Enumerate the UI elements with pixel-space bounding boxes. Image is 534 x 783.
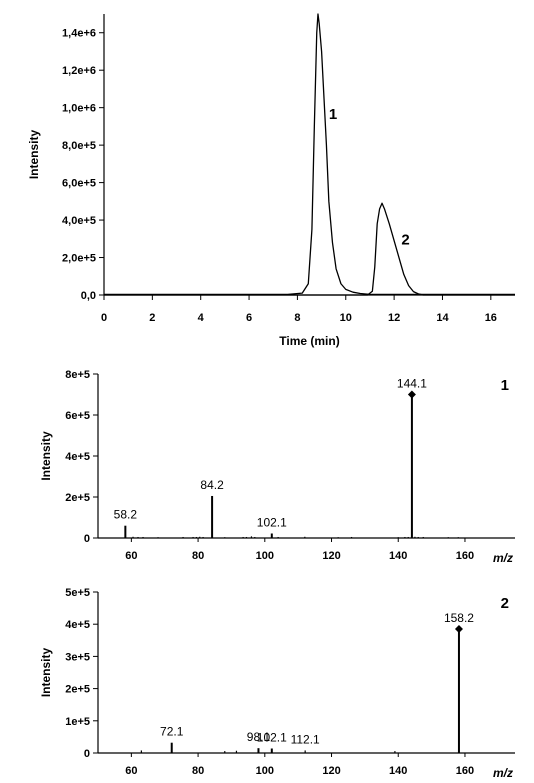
y-tick-label: 6,0e+5	[62, 178, 96, 190]
peak-mz-label: 98.1	[247, 730, 271, 744]
mass-spectrum-panel-2: 0 1e+5 2e+5 3e+5 4e+5 5e+5 60 80 100 120 140 160 Int…	[39, 587, 515, 780]
y-tick-label: 1,4e+6	[62, 28, 96, 40]
panel-label: 2	[501, 595, 509, 612]
x-tick-label: 120	[322, 765, 340, 777]
x-tick-label: 120	[322, 550, 340, 562]
peak-mz-label: 72.1	[160, 725, 184, 739]
chromatogram-trace-peak-2	[104, 202, 515, 296]
peak-mz-label: 84.2	[200, 478, 224, 492]
y-tick-label: 2,0e+5	[62, 253, 96, 265]
x-tick-label: 4	[198, 312, 205, 324]
y-tick-label: 1e+5	[65, 716, 90, 728]
y-tick-label: 5e+5	[65, 587, 90, 599]
chromatogram-panel: 0,0 2,0e+5 4,0e+5 6,0e+5 8,0e+5 1,0e+6 1,2e+6 1…	[27, 13, 515, 348]
y-tick-label: 4e+5	[65, 619, 90, 631]
x-tick-label: 100	[256, 765, 274, 777]
y-tick-label: 6e+5	[65, 410, 90, 422]
x-tick-label: 8	[294, 312, 300, 324]
y-tick-label: 0	[84, 748, 90, 760]
x-tick-label: 60	[125, 550, 137, 562]
x-tick-label: 140	[389, 550, 407, 562]
panel-label: 1	[501, 377, 509, 394]
x-tick-label: 12	[388, 312, 400, 324]
x-tick-label: 10	[340, 312, 352, 324]
peak-mz-label: 112.1	[291, 732, 320, 746]
y-tick-label: 0,0	[81, 290, 96, 302]
x-axis-title: Time (min)	[279, 334, 339, 348]
x-tick-label: 160	[456, 550, 474, 562]
x-tick-label: 16	[485, 312, 497, 324]
x-axis-title: m/z	[493, 551, 513, 565]
peak-label: 1	[329, 106, 337, 123]
x-tick-label: 80	[192, 765, 204, 777]
x-tick-label: 2	[149, 312, 155, 324]
x-tick-label: 100	[256, 550, 274, 562]
y-tick-label: 0	[84, 533, 90, 545]
y-tick-label: 2e+5	[65, 492, 90, 504]
chromatogram-trace-peak-1	[104, 13, 515, 296]
y-tick-label: 1,0e+6	[62, 103, 96, 115]
mass-spectrum-panel-1: 0 2e+5 4e+5 6e+5 8e+5 60 80 100 120 140 160 Intensi…	[39, 369, 515, 565]
x-axis-title: m/z	[493, 766, 513, 780]
x-tick-label: 6	[246, 312, 252, 324]
x-tick-label: 0	[101, 312, 107, 324]
y-axis-title: Intensity	[39, 431, 53, 481]
peak-mz-label: 102.1	[257, 515, 287, 529]
y-axis-title: Intensity	[27, 130, 41, 180]
y-tick-label: 4,0e+5	[62, 215, 96, 227]
x-tick-label: 60	[125, 765, 137, 777]
y-axis-title: Intensity	[39, 648, 53, 698]
base-peak-marker	[454, 625, 463, 634]
y-tick-label: 8e+5	[65, 369, 90, 381]
peak-mz-label: 158.2	[444, 611, 474, 625]
y-tick-label: 8,0e+5	[62, 140, 96, 152]
peak-mz-label: 144.1	[397, 377, 427, 391]
x-tick-label: 140	[389, 765, 407, 777]
peak-mz-label: 102.1	[257, 730, 287, 744]
y-tick-label: 4e+5	[65, 451, 90, 463]
x-tick-label: 160	[456, 765, 474, 777]
peak-label: 2	[401, 231, 409, 248]
peak-mz-label: 58.2	[114, 508, 138, 522]
y-tick-label: 1,2e+6	[62, 65, 96, 77]
x-tick-label: 80	[192, 550, 204, 562]
y-tick-label: 2e+5	[65, 684, 90, 696]
y-tick-label: 3e+5	[65, 651, 90, 663]
base-peak-marker	[407, 390, 416, 399]
x-tick-label: 14	[436, 312, 449, 324]
